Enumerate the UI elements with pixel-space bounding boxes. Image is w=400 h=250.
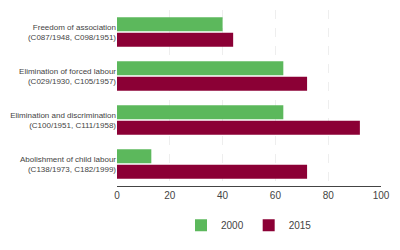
svg-text:60: 60 [270, 190, 282, 201]
svg-text:Abolishment of child labour(C1: Abolishment of child labour(C138/1973, C… [20, 155, 116, 174]
svg-text:2000: 2000 [221, 220, 244, 231]
svg-text:20: 20 [164, 190, 176, 201]
svg-text:100: 100 [373, 190, 390, 201]
svg-text:Elimination of forced labour(C: Elimination of forced labour(C029/1930, … [19, 67, 116, 86]
svg-text:40: 40 [217, 190, 229, 201]
svg-text:2015: 2015 [289, 220, 312, 231]
svg-text:Elimination and discrimination: Elimination and discrimination(C100/1951… [10, 111, 116, 130]
svg-text:Freedom of association(C087/19: Freedom of association(C087/1948, C098/1… [28, 23, 116, 42]
svg-text:80: 80 [323, 190, 335, 201]
svg-text:0: 0 [114, 190, 120, 201]
